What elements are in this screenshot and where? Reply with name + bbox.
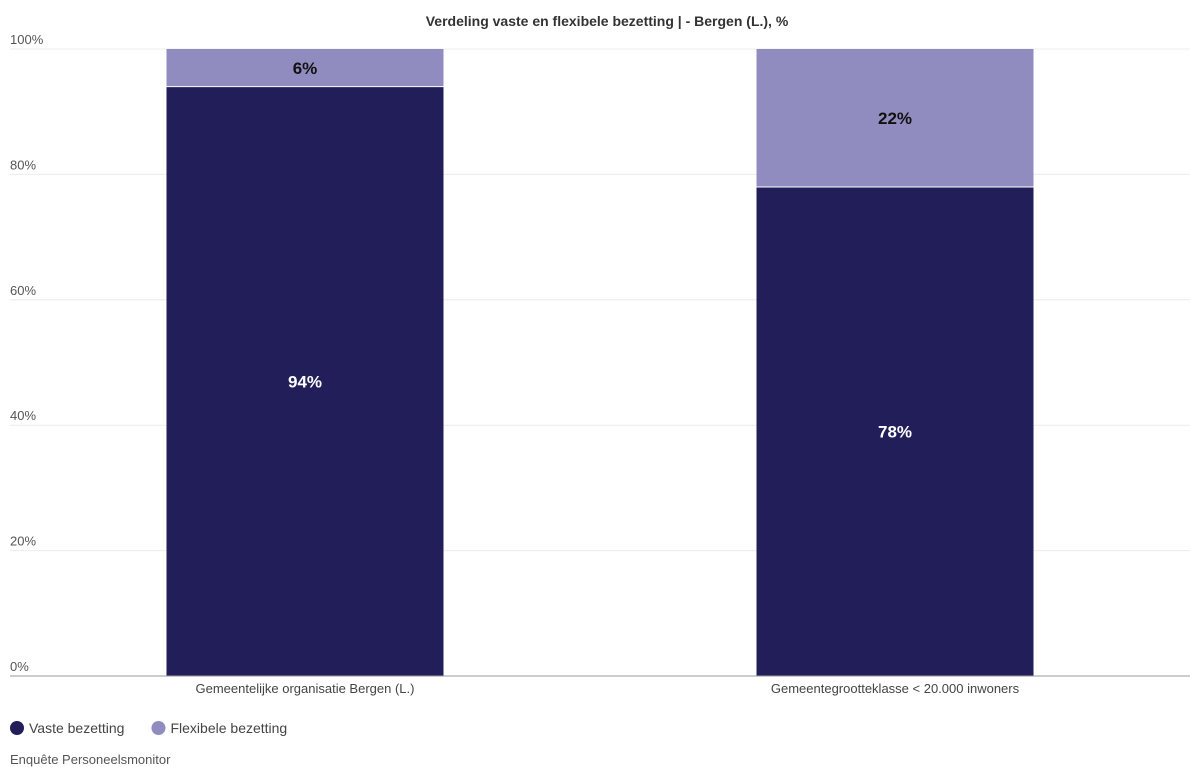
y-tick-label: 60% <box>10 283 36 298</box>
bar-segment-flexibele-1 <box>166 49 444 87</box>
y-tick-label: 80% <box>10 157 36 172</box>
bar-segment-vaste-2 <box>756 186 1034 676</box>
legend-label: Vaste bezetting <box>29 720 124 736</box>
legend-item-flexibele[interactable]: Flexibele bezetting <box>151 720 287 736</box>
legend: Vaste bezetting Flexibele bezetting <box>10 720 287 736</box>
y-tick-label: 20% <box>10 534 36 549</box>
bar-segment-vaste-1 <box>166 86 444 677</box>
chart-title: Verdeling vaste en flexibele bezetting |… <box>426 13 789 29</box>
data-label: 6% <box>293 59 318 78</box>
data-label: 78% <box>878 422 912 441</box>
y-axis-ticks: 0% 20% 40% 60% 80% 100% <box>10 32 44 674</box>
legend-item-vaste[interactable]: Vaste bezetting <box>10 720 124 736</box>
category-label: Gemeentegrootteklasse < 20.000 inwoners <box>771 681 1020 696</box>
bars <box>166 49 1034 677</box>
source-text: Enquête Personeelsmonitor <box>10 752 171 767</box>
category-label: Gemeentelijke organisatie Bergen (L.) <box>196 681 415 696</box>
data-labels: 94% 6% 78% 22% <box>288 59 912 442</box>
category-labels: Gemeentelijke organisatie Bergen (L.) Gem… <box>196 681 1020 696</box>
y-tick-label: 100% <box>10 32 44 47</box>
data-label: 22% <box>878 109 912 128</box>
legend-swatch <box>151 721 166 735</box>
data-label: 94% <box>288 372 322 391</box>
y-tick-label: 40% <box>10 408 36 423</box>
legend-swatch <box>10 721 24 735</box>
legend-label: Flexibele bezetting <box>170 720 287 736</box>
bar-segment-flexibele-2 <box>756 49 1034 187</box>
y-tick-label: 0% <box>10 659 29 674</box>
